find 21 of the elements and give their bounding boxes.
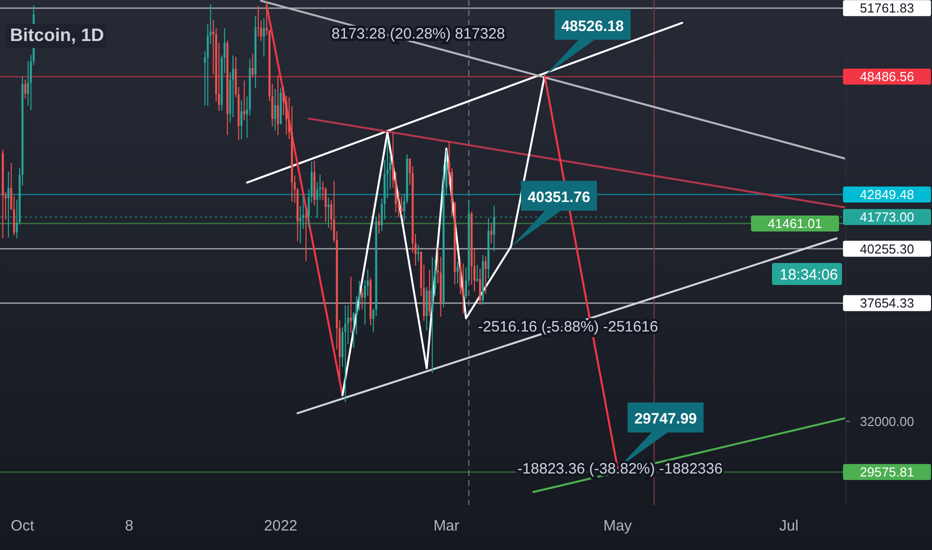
x-tick-label: Jul — [779, 517, 798, 534]
y-tick-label: 48486.56 — [860, 69, 914, 84]
x-tick-label: Mar — [433, 517, 460, 534]
x-tick-label: 8 — [124, 517, 134, 534]
x-tick-label: Oct — [10, 517, 35, 534]
x-tick-label: May — [603, 517, 632, 534]
annotation: 48526.18 — [561, 18, 624, 36]
y-tick-label: 42849.48 — [860, 187, 914, 202]
annotation: 18:34:06 — [780, 266, 838, 284]
y-tick-label: 37654.33 — [860, 296, 914, 311]
ref-line-label: 41461.01 — [768, 216, 822, 232]
y-tick-label: 41773.00 — [860, 210, 914, 225]
x-tick-label: 2022 — [264, 517, 298, 534]
annotation: 8173.28 (20.28%) 817328 — [332, 25, 505, 42]
y-tick-label: 51761.83 — [860, 0, 914, 16]
text: Bitcoin, 1D — [10, 25, 104, 45]
annotation: 40351.76 — [528, 188, 590, 206]
annotation: 29747.99 — [634, 410, 697, 428]
y-tick-label: 29575.81 — [860, 464, 914, 480]
y-tick-label: 40255.30 — [860, 241, 914, 256]
y-tick-label: 32000.00 — [860, 414, 914, 429]
